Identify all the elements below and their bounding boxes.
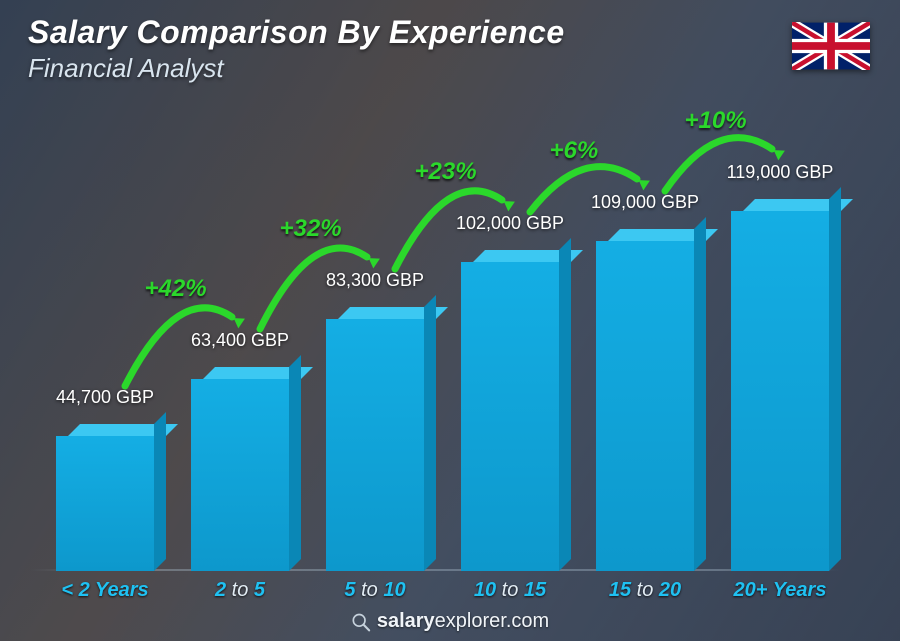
bar-side-face xyxy=(559,238,571,571)
bar: 63,400 GBP xyxy=(191,379,289,571)
bar-side-face xyxy=(424,295,436,571)
category-label: 20+ Years xyxy=(734,579,827,602)
bar-side-face xyxy=(694,217,706,571)
jump-label: +23% xyxy=(415,158,477,186)
category-label: 10 to 15 xyxy=(474,579,546,602)
jump-label: +32% xyxy=(280,215,342,243)
category-label: 15 to 20 xyxy=(609,579,681,602)
chart-area: 44,700 GBP< 2 Years63,400 GBP2 to 583,30… xyxy=(30,100,840,571)
bar: 102,000 GBP xyxy=(461,262,559,571)
bar-side-face xyxy=(829,187,841,571)
value-label: 63,400 GBP xyxy=(191,330,289,351)
title-block: Salary Comparison By Experience Financia… xyxy=(28,14,565,84)
bar: 119,000 GBP xyxy=(731,211,829,571)
bar: 83,300 GBP xyxy=(326,319,424,571)
value-label: 119,000 GBP xyxy=(727,162,834,183)
magnifier-icon xyxy=(351,612,371,632)
category-label: 2 to 5 xyxy=(215,579,265,602)
jump-label: +42% xyxy=(145,275,207,303)
chart-subtitle: Financial Analyst xyxy=(28,53,565,84)
chart-title: Salary Comparison By Experience xyxy=(28,14,565,51)
bar: 109,000 GBP xyxy=(596,241,694,571)
chart-stage: Salary Comparison By Experience Financia… xyxy=(0,0,900,641)
uk-flag-icon xyxy=(792,22,870,70)
category-label: < 2 Years xyxy=(61,579,148,602)
value-label: 102,000 GBP xyxy=(456,213,564,234)
brand-strong: salary xyxy=(377,610,435,632)
jump-label: +10% xyxy=(685,107,747,135)
footer-text: salaryexplorer.com xyxy=(377,610,549,633)
brand-light: explorer xyxy=(435,610,506,632)
value-label: 83,300 GBP xyxy=(326,270,424,291)
bar-side-face xyxy=(154,412,166,571)
value-label: 109,000 GBP xyxy=(591,192,699,213)
footer-brand: salaryexplorer.com xyxy=(351,610,549,633)
value-label: 44,700 GBP xyxy=(56,387,154,408)
bar: 44,700 GBP xyxy=(56,436,154,571)
bar-side-face xyxy=(289,355,301,571)
brand-suffix: .com xyxy=(506,610,549,632)
category-label: 5 to 10 xyxy=(344,579,405,602)
jump-label: +6% xyxy=(550,137,599,165)
